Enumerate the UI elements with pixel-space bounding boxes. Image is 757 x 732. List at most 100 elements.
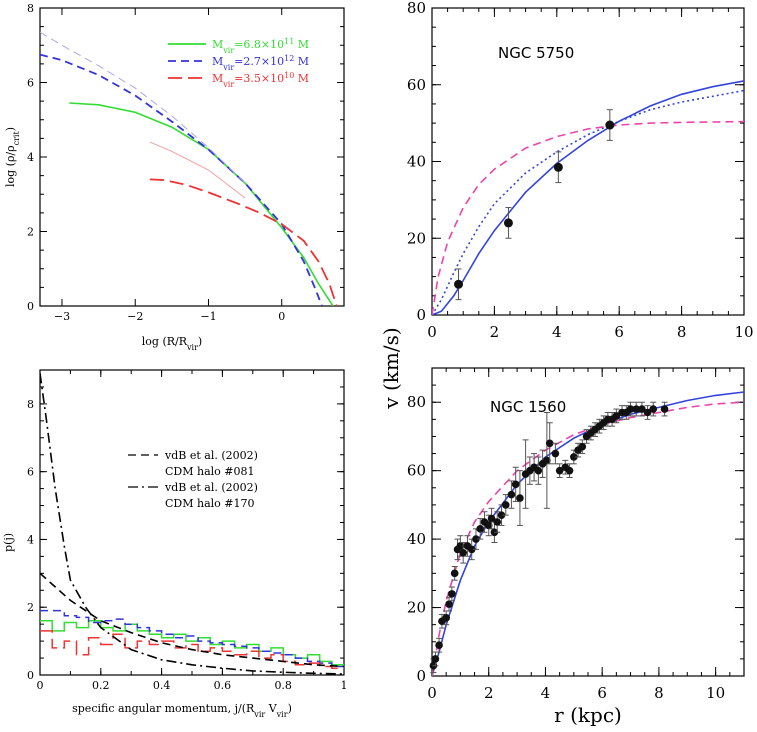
data-point <box>487 514 496 523</box>
x-label-mid: V <box>265 702 277 715</box>
y-tick-label: 20 <box>407 229 426 247</box>
data-point <box>545 439 554 448</box>
legend-exp: 10 <box>284 71 294 80</box>
legend-sub: vir <box>222 46 234 55</box>
data-point <box>484 521 493 530</box>
data-point <box>507 490 516 499</box>
histogram-1 <box>40 609 344 668</box>
legend-text: M <box>212 72 223 85</box>
x-tick-label: 8 <box>677 323 687 341</box>
y-axis-label: log (ρ/ρcrit) <box>4 127 21 187</box>
legend-unit: M <box>294 72 309 85</box>
legend-line1-0: vdB et al. (2002) <box>164 449 258 462</box>
y-tick-label: 80 <box>407 393 426 411</box>
x-tick-label: 0 <box>427 323 437 341</box>
legend-value: =6.8×10 <box>234 38 284 51</box>
y-tick-label: 8 <box>27 398 34 411</box>
x-tick-label: −2 <box>127 310 143 323</box>
series-line-1 <box>40 373 344 675</box>
legend-label-1: Mvir=2.7×1012 M <box>212 54 309 72</box>
y-tick-label: 40 <box>407 530 426 548</box>
series-line-4 <box>149 141 246 199</box>
galaxy-label: NGC 1560 <box>490 398 566 416</box>
ngc5750-rotation-panel: 0 2 4 6 8 10 0 20 40 60 80 NGC 5750 <box>407 0 754 341</box>
y-label-sub: crit <box>12 131 21 146</box>
x-tick-label: 0.8 <box>274 679 292 692</box>
legend-exp: 11 <box>284 37 294 46</box>
y-tick-label: 2 <box>27 226 34 239</box>
y-tick-label: 0 <box>27 669 34 682</box>
series-line-2 <box>40 31 246 184</box>
legend-label-2: Mvir=3.5×1010 M <box>212 71 309 89</box>
x-axis-label: log (R/Rvir) <box>142 335 202 352</box>
data-point <box>511 480 520 489</box>
series-line-3 <box>149 178 338 306</box>
legend-sub: vir <box>222 63 234 72</box>
x-label-main: specific angular momentum, j/(R <box>72 702 255 715</box>
x-tick-label: 10 <box>706 684 725 702</box>
histogram-0 <box>40 620 344 666</box>
series-line-0 <box>40 572 344 668</box>
y-tick-label: 60 <box>407 76 426 94</box>
legend-value: =3.5×10 <box>234 72 284 85</box>
legend-line2-0: CDM halo #081 <box>165 465 255 478</box>
x-label-main: log (R/R <box>142 335 188 348</box>
data-point <box>643 408 652 417</box>
data-point <box>472 535 480 543</box>
x-axis-label: r (kpc) <box>554 703 622 727</box>
x-tick-label: 10 <box>734 323 753 341</box>
data-point <box>570 453 578 461</box>
y-tick-label: 4 <box>27 533 34 546</box>
y-label-main: log (ρ/ρ <box>4 145 17 187</box>
legend-line1-1: vdB et al. (2002) <box>164 481 258 494</box>
data-point <box>431 655 440 663</box>
x-tick-label: 6 <box>614 323 624 341</box>
data-point <box>565 466 574 475</box>
histogram-2 <box>40 630 344 669</box>
y-tick-label: 40 <box>407 153 426 171</box>
x-tick-label: −3 <box>54 310 70 323</box>
data-point <box>503 218 513 228</box>
data-point <box>448 590 456 598</box>
legend-sub: vir <box>222 80 234 89</box>
x-tick-label: −1 <box>200 310 216 323</box>
x-tick-label: 0 <box>427 684 437 702</box>
x-label-sub: vir <box>186 343 198 352</box>
plot-frame <box>39 7 345 307</box>
data-point <box>497 511 506 519</box>
x-tick-label: 2 <box>484 684 494 702</box>
y-tick-label: 0 <box>27 300 34 313</box>
legend-line2-1: CDM halo #170 <box>165 497 255 510</box>
plot-frame <box>39 369 345 676</box>
data-point <box>435 641 443 649</box>
x-label-sub2: vir <box>276 710 288 719</box>
data-point <box>454 279 464 289</box>
series-line-1 <box>432 89 744 315</box>
data-point <box>450 569 459 578</box>
x-tick-label: 0.4 <box>153 679 171 692</box>
legend-text: M <box>212 55 223 68</box>
series-line-0 <box>432 80 744 315</box>
y-tick-label: 0 <box>416 306 426 324</box>
y-tick-label: 2 <box>27 601 34 614</box>
data-point <box>605 120 615 130</box>
data-point <box>660 405 669 413</box>
x-tick-label: 4 <box>552 323 562 341</box>
data-point <box>626 405 635 413</box>
data-point <box>632 405 641 413</box>
data-point <box>612 412 621 420</box>
data-point <box>501 501 510 509</box>
x-tick-label: 0.6 <box>214 679 232 692</box>
data-point <box>516 494 524 502</box>
data-point <box>638 405 646 413</box>
data-point <box>459 549 468 557</box>
y-tick-label: 20 <box>407 599 426 617</box>
data-point <box>476 525 485 533</box>
y-label-close: ) <box>4 127 17 131</box>
data-point <box>578 442 587 451</box>
y-tick-label: 6 <box>27 466 34 479</box>
x-label-close: ) <box>198 335 202 348</box>
x-tick-label: 0 <box>37 679 44 692</box>
